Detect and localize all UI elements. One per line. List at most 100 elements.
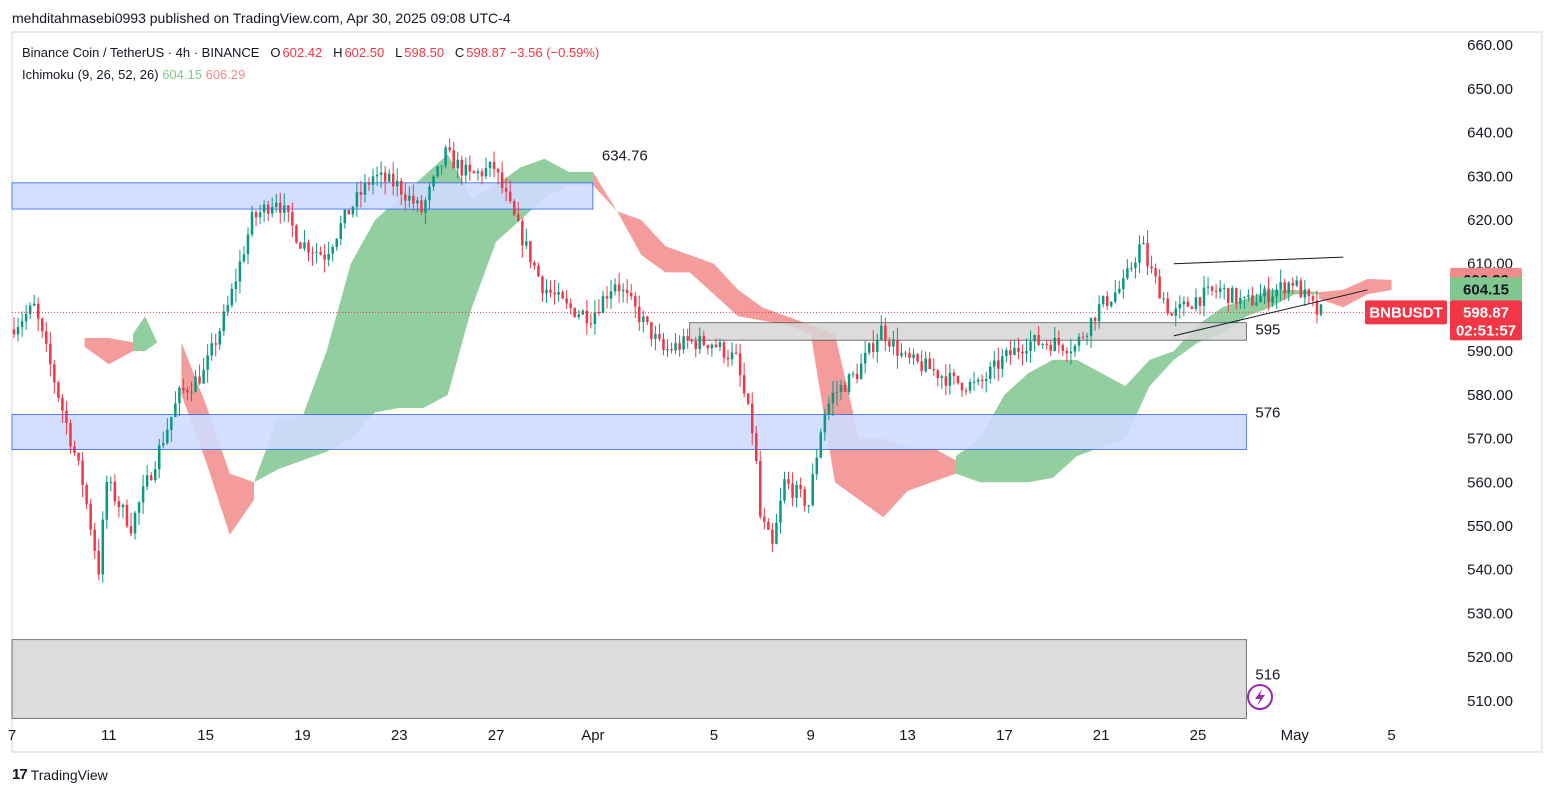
- change-value: −3.56 (−0.59%): [509, 45, 600, 60]
- candle-body: [266, 204, 270, 214]
- candle-body: [69, 423, 72, 447]
- candle-body: [452, 150, 455, 169]
- candle-body: [1065, 350, 1069, 354]
- candle-body: [270, 206, 274, 214]
- candle-body: [250, 212, 254, 235]
- candle-body: [1251, 295, 1254, 306]
- trendlines: [12, 256, 1440, 337]
- candle-body: [1182, 301, 1186, 305]
- candle-body: [629, 293, 633, 297]
- candle-body: [1017, 347, 1020, 352]
- candle-body: [303, 242, 306, 249]
- candle-body: [896, 339, 899, 356]
- candle-body: [569, 303, 572, 309]
- time-axis[interactable]: 7 11 15 19 23 27 Apr 5 9 13 17 21 25 May 5: [8, 727, 1396, 744]
- candle-body: [573, 308, 576, 317]
- candle-body: [585, 310, 589, 324]
- candle-body: [980, 379, 984, 381]
- candle-body: [831, 392, 835, 404]
- candle-body: [420, 200, 423, 213]
- candle-body: [589, 323, 593, 325]
- candle-body: [521, 220, 524, 246]
- footer-brand[interactable]: TradingView: [30, 766, 108, 783]
- candle-body: [339, 223, 343, 239]
- candle-body: [202, 369, 205, 384]
- candle-body: [690, 340, 693, 342]
- candle-body: [880, 325, 883, 341]
- candle-body: [1073, 345, 1077, 352]
- candle-body: [1174, 308, 1178, 316]
- candle-body: [508, 191, 512, 202]
- candle-body: [706, 345, 710, 349]
- x-tick-label: 21: [1093, 727, 1110, 744]
- y-tick-label: 630.00: [1467, 168, 1513, 185]
- candle-body: [529, 241, 532, 263]
- lightning-icon[interactable]: [1247, 684, 1273, 710]
- candle-body: [1190, 306, 1194, 309]
- candle-body: [1118, 288, 1121, 293]
- candle-body: [1130, 268, 1133, 270]
- candle-body: [1287, 282, 1290, 294]
- candle-body: [222, 311, 226, 332]
- candle-body: [847, 374, 851, 392]
- candle-body: [20, 321, 24, 328]
- candle-body: [1057, 337, 1061, 345]
- candle-body: [972, 381, 976, 383]
- candle-body: [210, 343, 213, 356]
- candle-body: [226, 305, 230, 312]
- y-tick-label: 510.00: [1467, 693, 1513, 710]
- candle-body: [101, 519, 105, 575]
- symbol-title[interactable]: Binance Coin / TetherUS · 4h · BINANCE: [22, 45, 260, 60]
- candle-body: [863, 352, 867, 364]
- candle-body: [476, 171, 480, 174]
- candle-body: [73, 446, 76, 453]
- candle-body: [1271, 296, 1274, 303]
- candle-body: [190, 391, 193, 393]
- cloud-segment-bull: [254, 154, 593, 483]
- candle-body: [436, 165, 439, 177]
- candle-body: [1259, 296, 1262, 303]
- candle-body: [742, 375, 746, 394]
- candle-body: [734, 352, 738, 354]
- candle-body: [1303, 289, 1307, 298]
- symbol-badge: [1365, 300, 1447, 325]
- candle-body: [408, 195, 411, 201]
- candle-body: [137, 502, 141, 513]
- price-axis[interactable]: 510.00 520.00 530.00 540.00 550.00 560.00 570.…: [1467, 37, 1513, 710]
- candle-body: [1158, 276, 1161, 299]
- indicator-title[interactable]: Ichimoku (9, 26, 52, 26): [22, 67, 159, 82]
- candle-body: [625, 289, 629, 294]
- candle-body: [601, 296, 605, 314]
- candle-body: [876, 340, 879, 352]
- low-value: 598.50: [404, 45, 445, 60]
- candle-body: [916, 354, 919, 362]
- candle-body: [480, 171, 484, 177]
- zone-blue: [11, 414, 1247, 450]
- candle-body: [956, 375, 960, 384]
- candle-body: [1033, 335, 1036, 342]
- candle-body: [327, 253, 330, 260]
- y-tick-label: 660.00: [1467, 37, 1513, 54]
- candle-body: [500, 172, 504, 188]
- candle-body: [299, 242, 302, 249]
- candle-body: [1198, 297, 1202, 306]
- candle-body: [12, 329, 16, 335]
- candle-body: [133, 512, 137, 534]
- cloud-segment-bear: [592, 171, 956, 518]
- tradingview-logo-icon[interactable]: 17: [12, 766, 28, 783]
- candle-body: [936, 370, 940, 379]
- candle-body: [1109, 301, 1113, 306]
- candle-body: [97, 550, 100, 575]
- zone-gray: [11, 639, 1247, 719]
- candle-body: [371, 176, 375, 185]
- published-line: mehditahmasebi0993 published on TradingV…: [12, 10, 511, 26]
- candle-body: [968, 381, 972, 391]
- y-tick-label: 640.00: [1467, 125, 1513, 142]
- x-tick-label: 27: [488, 727, 505, 744]
- x-tick-label: 15: [197, 727, 214, 744]
- y-tick-label: 590.00: [1467, 343, 1513, 360]
- candle-body: [944, 376, 948, 386]
- chart-frame: [11, 31, 1543, 753]
- candle-body: [658, 334, 661, 339]
